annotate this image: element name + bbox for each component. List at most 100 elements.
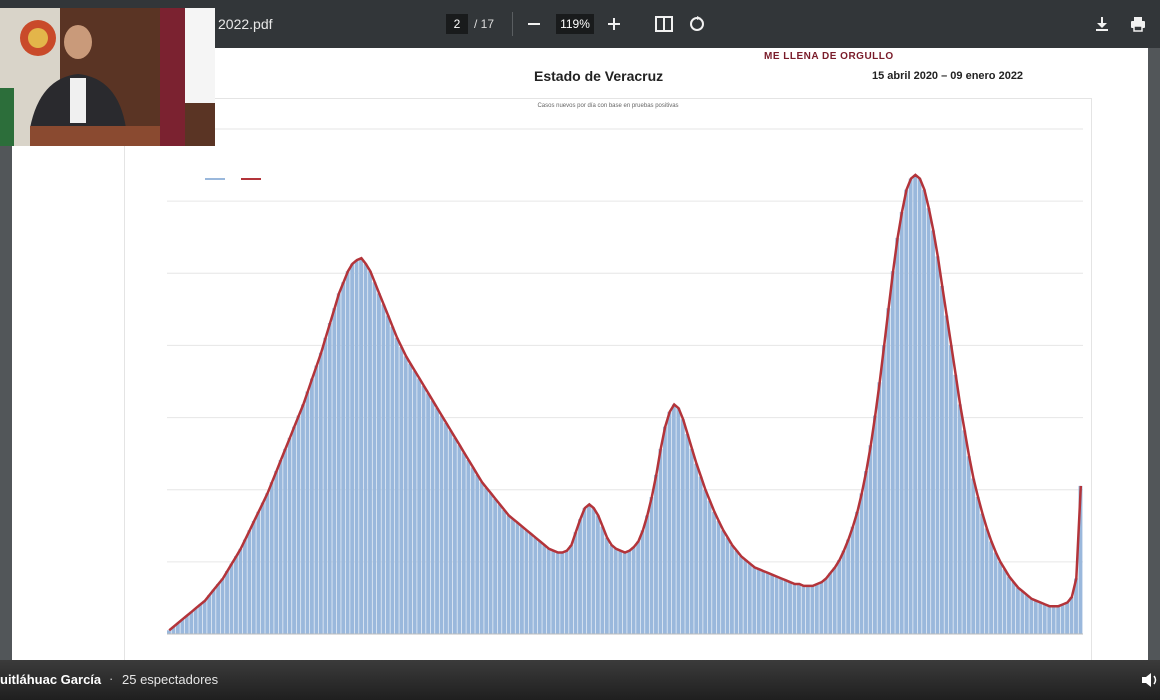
chart-bar (595, 515, 600, 634)
chart-bar (184, 615, 189, 634)
chart-bar (511, 519, 515, 634)
chart-bar (649, 497, 654, 634)
chart-bar (980, 513, 985, 634)
zoom-in-button[interactable] (602, 12, 626, 36)
chart-bar (256, 511, 261, 634)
chart-bar (399, 347, 404, 634)
chart-bar (475, 474, 480, 634)
document-name: 2022.pdf (218, 16, 273, 32)
chart-bar (341, 282, 346, 634)
chart-bar (998, 561, 1002, 634)
separator: · (109, 671, 114, 686)
chart-bar (926, 208, 931, 634)
chart-bar (846, 539, 851, 634)
page-total: / 17 (474, 17, 495, 31)
chart-bar (698, 476, 703, 634)
chart-bar (537, 541, 542, 634)
chart-bar (488, 493, 493, 634)
chart-bar (305, 391, 310, 634)
chart-bar (667, 411, 672, 634)
chart-bar (1002, 569, 1007, 634)
chart-bar (855, 511, 859, 634)
presenter-video (0, 8, 215, 146)
chart-frame: Casos nuevos por día con base en pruebas… (124, 98, 1092, 690)
chart-bar (1033, 600, 1038, 634)
webcam-overlay (0, 8, 215, 146)
chart-bar (680, 419, 685, 634)
chart-bar (359, 258, 364, 634)
chart-bar (368, 271, 372, 634)
chart-bar (1011, 582, 1016, 634)
chart-bar (314, 365, 319, 634)
pdf-viewport[interactable]: ME LLENA DE ORGULLO Estado de Veracruz 1… (0, 48, 1160, 690)
chart-bar (797, 584, 801, 634)
chart-bar (435, 408, 439, 634)
chart-bar (877, 382, 882, 634)
chart-title: Casos nuevos por día con base en pruebas… (537, 103, 679, 109)
chart-bar (940, 285, 944, 634)
chart-bar (564, 550, 569, 634)
chart-bar (1065, 602, 1069, 634)
page-number-input[interactable]: 2 (446, 14, 468, 34)
zoom-input[interactable]: 119% (556, 14, 594, 34)
chart-bar (783, 580, 788, 634)
chart-bar (645, 515, 649, 634)
header-slogan: ME LLENA DE ORGULLO (764, 51, 894, 62)
chart-bar (814, 584, 819, 634)
chart-bar (908, 178, 913, 634)
chart-bar (819, 582, 824, 634)
download-button[interactable] (1092, 14, 1112, 34)
chart-bar (922, 189, 927, 634)
chart-bar (292, 426, 296, 634)
fit-page-icon (655, 16, 673, 32)
chart-bar (1078, 485, 1083, 634)
chart-bar (765, 572, 770, 634)
chart-bar (242, 539, 247, 634)
chart-bar (640, 530, 645, 634)
chart-bar (260, 502, 265, 634)
chart-bar (1015, 587, 1020, 634)
chart-bar (730, 545, 734, 634)
chart-bar (216, 584, 221, 634)
fit-page-button[interactable] (654, 14, 674, 34)
chart-bar (805, 585, 810, 634)
chart-bar (225, 571, 229, 634)
volume-icon[interactable] (1140, 670, 1160, 690)
zoom-out-button[interactable] (522, 12, 546, 36)
chart-bar (327, 323, 332, 634)
chart-bar (466, 459, 471, 634)
chart-bar (993, 552, 998, 634)
chart-bar (377, 293, 381, 634)
stream-info-bar: uitláhuac García · 25 espectadores (0, 660, 1160, 700)
chart-bar (654, 474, 658, 634)
chart-bar (823, 578, 828, 634)
chart-bar (721, 530, 725, 634)
chart-bar (372, 282, 377, 634)
chart-bar (247, 530, 252, 634)
chart-bar (345, 271, 350, 634)
chart-bar (627, 550, 632, 634)
chart-bar (1060, 604, 1065, 634)
chart-bar (725, 537, 730, 634)
streamer-name[interactable]: uitláhuac García (0, 672, 102, 687)
chart-bar (931, 230, 935, 634)
chart-bar (502, 509, 506, 634)
chart-bar (774, 576, 779, 634)
print-button[interactable] (1128, 14, 1148, 34)
chart-bar (890, 271, 895, 634)
chart-bar (484, 487, 489, 634)
pdf-page: ME LLENA DE ORGULLO Estado de Veracruz 1… (12, 48, 1148, 690)
chart-bar (452, 437, 457, 634)
chart-bar (265, 493, 270, 634)
viewer-count: 25 espectadores (122, 672, 219, 687)
chart-bar (904, 189, 909, 634)
chart-bar (470, 467, 475, 634)
chart-bar (506, 515, 511, 634)
chart-bar (712, 511, 716, 634)
chart-bar (167, 630, 171, 634)
chart-bar (560, 552, 565, 634)
chart-bar (573, 532, 578, 634)
chart-bar (1029, 598, 1034, 634)
rotate-button[interactable] (687, 14, 707, 34)
chart-bar (385, 315, 390, 634)
